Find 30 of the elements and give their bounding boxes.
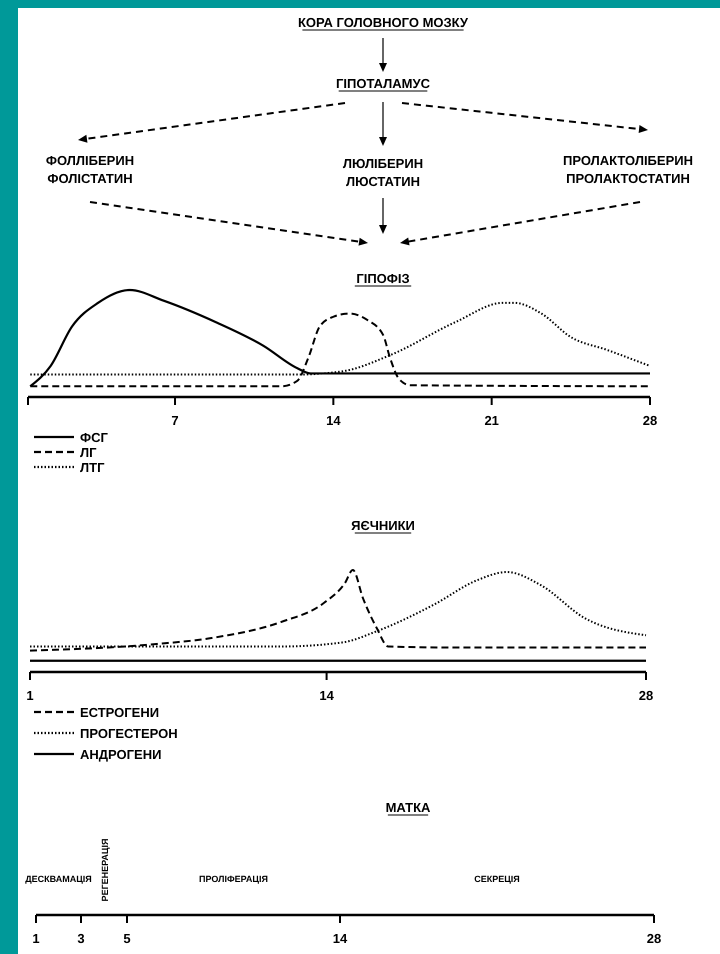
text: КОРА ГОЛОВНОГО МОЗКУ	[298, 15, 469, 30]
text: ЛЮЛІБЕРИН ЛЮСТАТИН	[342, 156, 424, 189]
text: РЕГЕНЕРАЦІЯ	[100, 838, 110, 902]
x-tick-label: 7	[171, 413, 179, 428]
text: 1	[32, 931, 40, 946]
legend-label: ЕСТРОГЕНИ	[80, 705, 160, 720]
legend-label: ЛГ	[80, 445, 98, 460]
x-tick-label: 1	[26, 688, 34, 703]
text: ПРОЛІФЕРАЦІЯ	[199, 874, 268, 884]
legend-label: ФСГ	[80, 430, 108, 445]
text: 3	[77, 931, 85, 946]
chart-title: ГІПОФІЗ	[356, 271, 410, 286]
x-tick-label: 28	[642, 413, 658, 428]
text: 28	[646, 931, 662, 946]
text: МАТКА	[386, 800, 432, 815]
legend-label: ПРОГЕСТЕРОН	[80, 726, 178, 741]
text: ГІПОТАЛАМУС	[336, 76, 431, 91]
text: 14	[332, 931, 348, 946]
text: ДЕСКВАМАЦІЯ	[25, 874, 92, 884]
x-tick-label: 14	[326, 413, 342, 428]
x-tick-label: 21	[484, 413, 499, 428]
x-tick-label: 14	[319, 688, 335, 703]
legend-label: ЛТГ	[80, 460, 106, 475]
text: 5	[123, 931, 131, 946]
text: ПРОЛАКТОЛІБЕРИН ПРОЛАКТОСТАТИН	[563, 153, 693, 186]
text: СЕКРЕЦІЯ	[474, 874, 520, 884]
text: ФОЛЛІБЕРИН ФОЛІСТАТИН	[46, 153, 134, 186]
x-tick-label: 28	[638, 688, 654, 703]
chart-title: ЯЄЧНИКИ	[351, 518, 415, 533]
legend-label: АНДРОГЕНИ	[80, 747, 162, 762]
